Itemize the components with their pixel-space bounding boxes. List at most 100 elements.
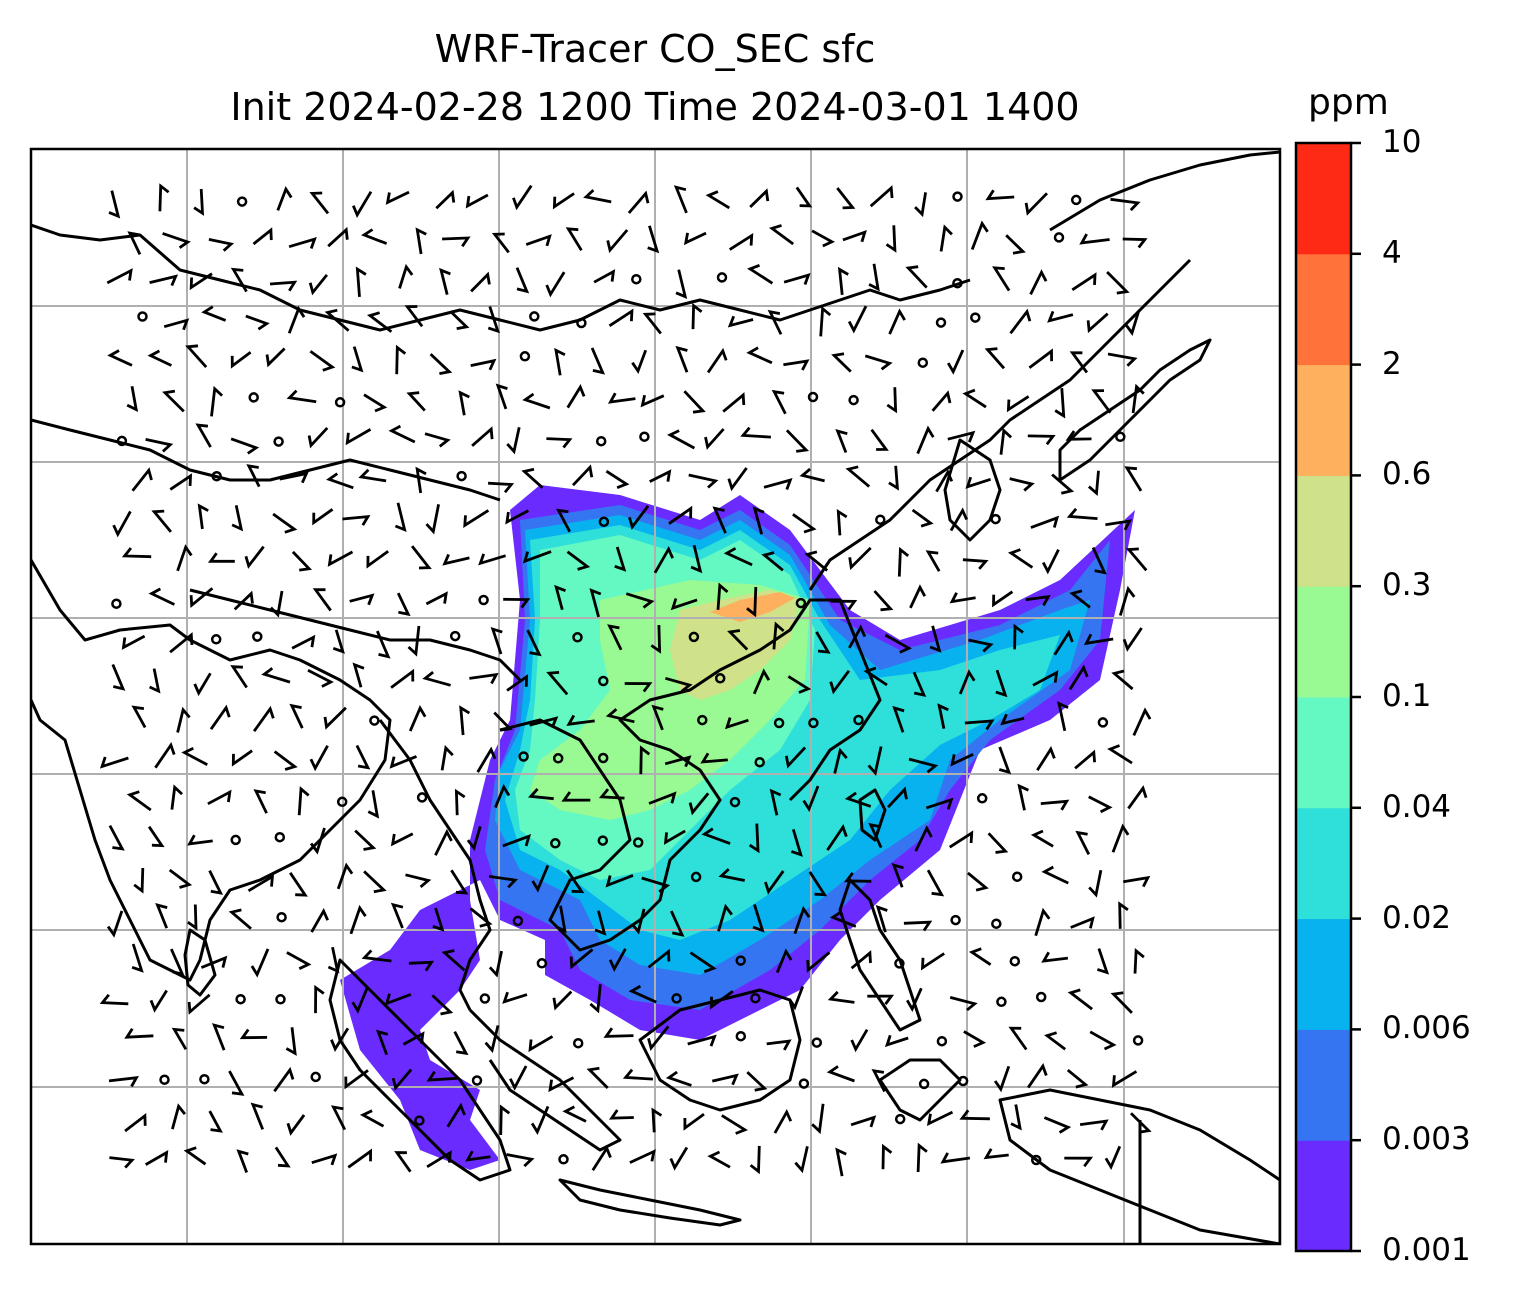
wind-barb	[999, 427, 1013, 455]
wind-barb	[488, 950, 503, 978]
wind-barb	[506, 674, 528, 692]
calm-wind-marker	[917, 357, 929, 368]
wind-barb	[425, 591, 448, 606]
coastline-india	[31, 559, 392, 982]
wind-barb	[327, 550, 354, 567]
wind-barb	[1091, 547, 1107, 575]
wind-barb	[909, 584, 927, 609]
wind-barb	[1009, 308, 1032, 335]
calm-wind-marker	[572, 1037, 584, 1049]
map-frame	[29, 147, 1282, 1246]
wind-barb	[503, 597, 531, 609]
wind-barb	[148, 587, 176, 606]
wind-barb	[424, 432, 451, 448]
coastline-borneo	[638, 988, 802, 1112]
wind-barb	[494, 783, 511, 809]
wind-barb	[967, 871, 989, 892]
calm-wind-marker	[716, 272, 728, 283]
wind-barb	[722, 392, 746, 413]
wind-barb	[314, 984, 325, 1014]
wind-barb	[571, 464, 594, 487]
wind-barb	[700, 752, 728, 764]
wind-barb	[639, 745, 651, 775]
wind-barb	[589, 588, 602, 618]
wind-barb	[1009, 477, 1035, 492]
wind-barb	[884, 633, 912, 654]
calm-wind-marker	[576, 317, 587, 329]
wind-barb	[291, 550, 313, 572]
wind-barb	[230, 351, 252, 369]
wind-barb	[746, 346, 773, 365]
wind-barb	[870, 428, 889, 451]
wind-barb	[1044, 1031, 1067, 1051]
wind-barb	[162, 232, 191, 249]
wind-barb	[881, 1143, 893, 1170]
wind-barb	[1127, 785, 1148, 810]
wind-barb	[721, 1114, 748, 1135]
calm-wind-marker	[1053, 232, 1065, 243]
wind-barb	[992, 266, 1011, 292]
wind-barb	[354, 829, 377, 851]
wind-barb	[273, 1066, 295, 1093]
calm-wind-marker	[558, 1154, 569, 1165]
calm-wind-marker	[1035, 991, 1047, 1003]
wind-barb	[670, 598, 698, 611]
wind-barb	[867, 746, 883, 776]
wind-barb	[998, 746, 1012, 775]
wind-barb	[746, 1071, 768, 1092]
wind-barb	[176, 544, 193, 572]
wind-barb	[1007, 548, 1034, 569]
wind-barb	[169, 632, 194, 654]
calm-wind-marker	[1009, 955, 1021, 967]
calm-wind-marker	[550, 838, 561, 849]
wind-barb	[99, 993, 129, 1006]
wind-barb	[705, 190, 731, 210]
wind-barb	[606, 229, 629, 254]
wind-barb	[925, 550, 941, 572]
wind-barb	[875, 904, 888, 933]
wind-barb	[309, 827, 326, 855]
wind-barb	[515, 267, 530, 294]
wind-barb	[288, 236, 317, 249]
calm-wind-marker	[414, 1115, 425, 1126]
colorbar-band	[1296, 1140, 1351, 1252]
calm-wind-marker	[552, 753, 564, 764]
calm-wind-marker	[952, 191, 963, 202]
wind-barb	[484, 1025, 500, 1054]
wind-barb	[407, 625, 421, 657]
wind-barb	[566, 550, 591, 571]
wind-barb	[1071, 272, 1097, 291]
wind-barb	[1034, 907, 1051, 937]
calm-wind-marker	[478, 594, 489, 606]
wind-barb	[1130, 1112, 1152, 1134]
wind-barb	[701, 827, 731, 845]
wind-barb	[121, 634, 146, 650]
plume-level-8	[710, 592, 795, 622]
wind-barb	[908, 757, 939, 774]
wind-barb	[591, 1145, 612, 1172]
wind-barb	[396, 592, 411, 617]
wind-barb	[724, 717, 749, 730]
colorbar-band	[1296, 807, 1351, 920]
wind-barb	[768, 224, 795, 246]
wind-barb	[323, 706, 347, 730]
wind-barb	[829, 669, 851, 695]
map-gridlines	[31, 149, 1280, 1244]
wind-barb	[1079, 233, 1110, 245]
wind-barb	[888, 465, 900, 491]
wind-barb	[565, 227, 583, 252]
wind-barb	[888, 308, 906, 335]
wind-barb	[884, 1034, 909, 1048]
wind-barb	[802, 785, 820, 813]
coastline-bay-of-bengal-east	[378, 719, 492, 1011]
wind-barb	[124, 1028, 154, 1039]
wind-barb	[108, 190, 121, 219]
wind-barb	[151, 509, 172, 533]
wind-barb	[289, 703, 304, 729]
wind-barb	[850, 950, 872, 970]
wind-barb	[669, 1146, 689, 1171]
wind-barb	[1088, 869, 1103, 898]
wind-barb	[309, 745, 329, 772]
wind-barb	[309, 350, 336, 372]
wind-barb	[1124, 466, 1143, 492]
